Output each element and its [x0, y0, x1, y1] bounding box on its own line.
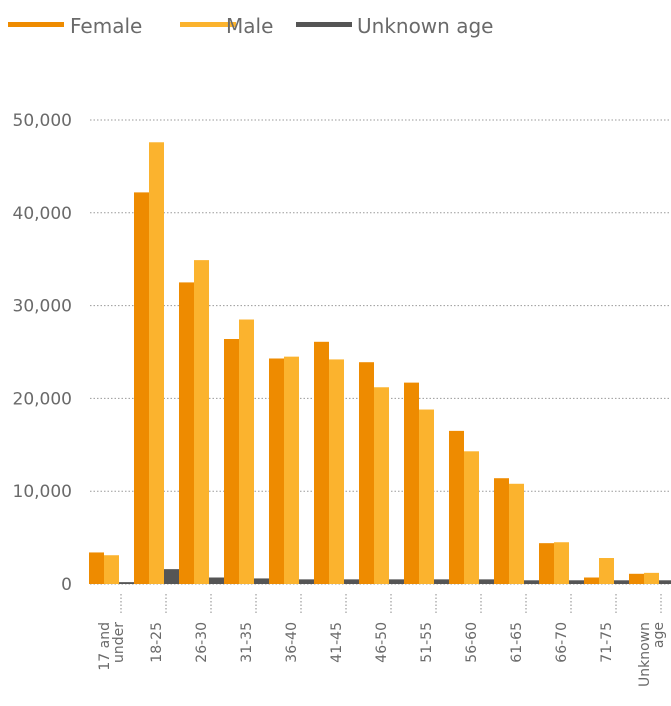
legend-label-1: Male: [226, 14, 273, 38]
y-tick-label-2: 20,000: [13, 389, 72, 409]
x-tick-label-line: 66-70: [554, 622, 570, 663]
x-tick-label-8: 56-60: [464, 622, 480, 663]
x-tick-label-line: 26-30: [194, 622, 210, 663]
y-tick-label-1: 10,000: [13, 482, 72, 502]
bar-female-1: [134, 192, 149, 584]
x-tick-label-line: 71-75: [599, 622, 615, 663]
x-tick-label-3: 31-35: [239, 622, 255, 663]
legend-swatch-0: [8, 22, 64, 27]
bar-unknown-age-11: [614, 580, 629, 584]
bar-unknown-age-7: [434, 579, 449, 584]
x-tick-label-line: age: [651, 622, 667, 648]
legend-swatch-1: [180, 22, 236, 27]
bar-male-9: [509, 483, 524, 584]
x-tick-label-line: 41-45: [329, 622, 345, 663]
x-tick-label-line: 56-60: [464, 622, 480, 663]
bar-female-8: [449, 430, 464, 584]
y-tick-label-5: 50,000: [13, 111, 72, 131]
bar-male-1: [149, 142, 164, 584]
bar-male-11: [599, 558, 614, 584]
x-tick-label-5: 41-45: [329, 622, 345, 663]
bar-unknown-age-4: [299, 579, 314, 584]
bar-female-7: [404, 382, 419, 584]
x-tick-label-2: 26-30: [194, 622, 210, 663]
x-tick-label-line: 36-40: [284, 622, 300, 663]
bar-unknown-age-0: [119, 582, 134, 584]
x-tick-label-line: 61-65: [509, 622, 525, 663]
bar-male-4: [284, 356, 299, 584]
y-tick-label-4: 40,000: [13, 204, 72, 224]
bar-unknown-age-1: [164, 569, 179, 584]
x-tick-label-line: 18-25: [149, 622, 165, 663]
bar-female-4: [269, 358, 284, 584]
bar-unknown-age-5: [344, 579, 359, 584]
bar-male-0: [104, 555, 119, 584]
bar-female-11: [584, 577, 599, 584]
legend-label-2: Unknown age: [357, 14, 493, 38]
bar-male-3: [239, 319, 254, 584]
bar-female-10: [539, 543, 554, 584]
x-tick-label-7: 51-55: [419, 622, 435, 663]
y-tick-label-3: 30,000: [13, 297, 72, 317]
y-tick-label-0: 0: [61, 575, 72, 595]
bar-female-5: [314, 341, 329, 584]
bar-female-2: [179, 282, 194, 584]
bar-unknown-age-8: [479, 579, 494, 584]
chart-legend: Female Male Unknown age: [8, 14, 493, 38]
bars: [89, 142, 671, 584]
legend-swatch-2: [296, 22, 352, 27]
x-tick-label-11: 71-75: [599, 622, 615, 663]
bar-female-6: [359, 362, 374, 584]
bar-male-10: [554, 542, 569, 584]
x-tick-label-line: 17 and: [97, 622, 113, 671]
x-tick-label-line: 51-55: [419, 622, 435, 663]
x-tick-label-10: 66-70: [554, 622, 570, 663]
x-tick-label-9: 61-65: [509, 622, 525, 663]
bar-unknown-age-2: [209, 577, 224, 584]
bar-male-12: [644, 572, 659, 584]
x-tick-label-line: 46-50: [374, 622, 390, 663]
bar-unknown-age-9: [524, 580, 539, 584]
bar-unknown-age-3: [254, 578, 269, 584]
bar-female-0: [89, 552, 104, 584]
legend-label-0: Female: [70, 14, 142, 38]
bar-female-9: [494, 478, 509, 584]
x-tick-label-1: 18-25: [149, 622, 165, 663]
y-axis: 0 10,000 20,000 30,000 40,000 50,000: [13, 111, 72, 595]
bar-male-8: [464, 451, 479, 584]
bar-female-3: [224, 339, 239, 584]
x-tick-label-line: under: [111, 622, 127, 663]
x-tick-label-6: 46-50: [374, 622, 390, 663]
bar-male-5: [329, 359, 344, 584]
bar-unknown-age-12: [659, 580, 671, 584]
bar-female-12: [629, 573, 644, 584]
bar-male-7: [419, 409, 434, 584]
bar-unknown-age-6: [389, 579, 404, 584]
x-tick-label-line: 31-35: [239, 622, 255, 663]
bar-male-6: [374, 387, 389, 584]
x-tick-label-4: 36-40: [284, 622, 300, 663]
x-tick-label-line: Unknown: [637, 622, 653, 687]
bar-unknown-age-10: [569, 580, 584, 584]
bar-male-2: [194, 260, 209, 584]
